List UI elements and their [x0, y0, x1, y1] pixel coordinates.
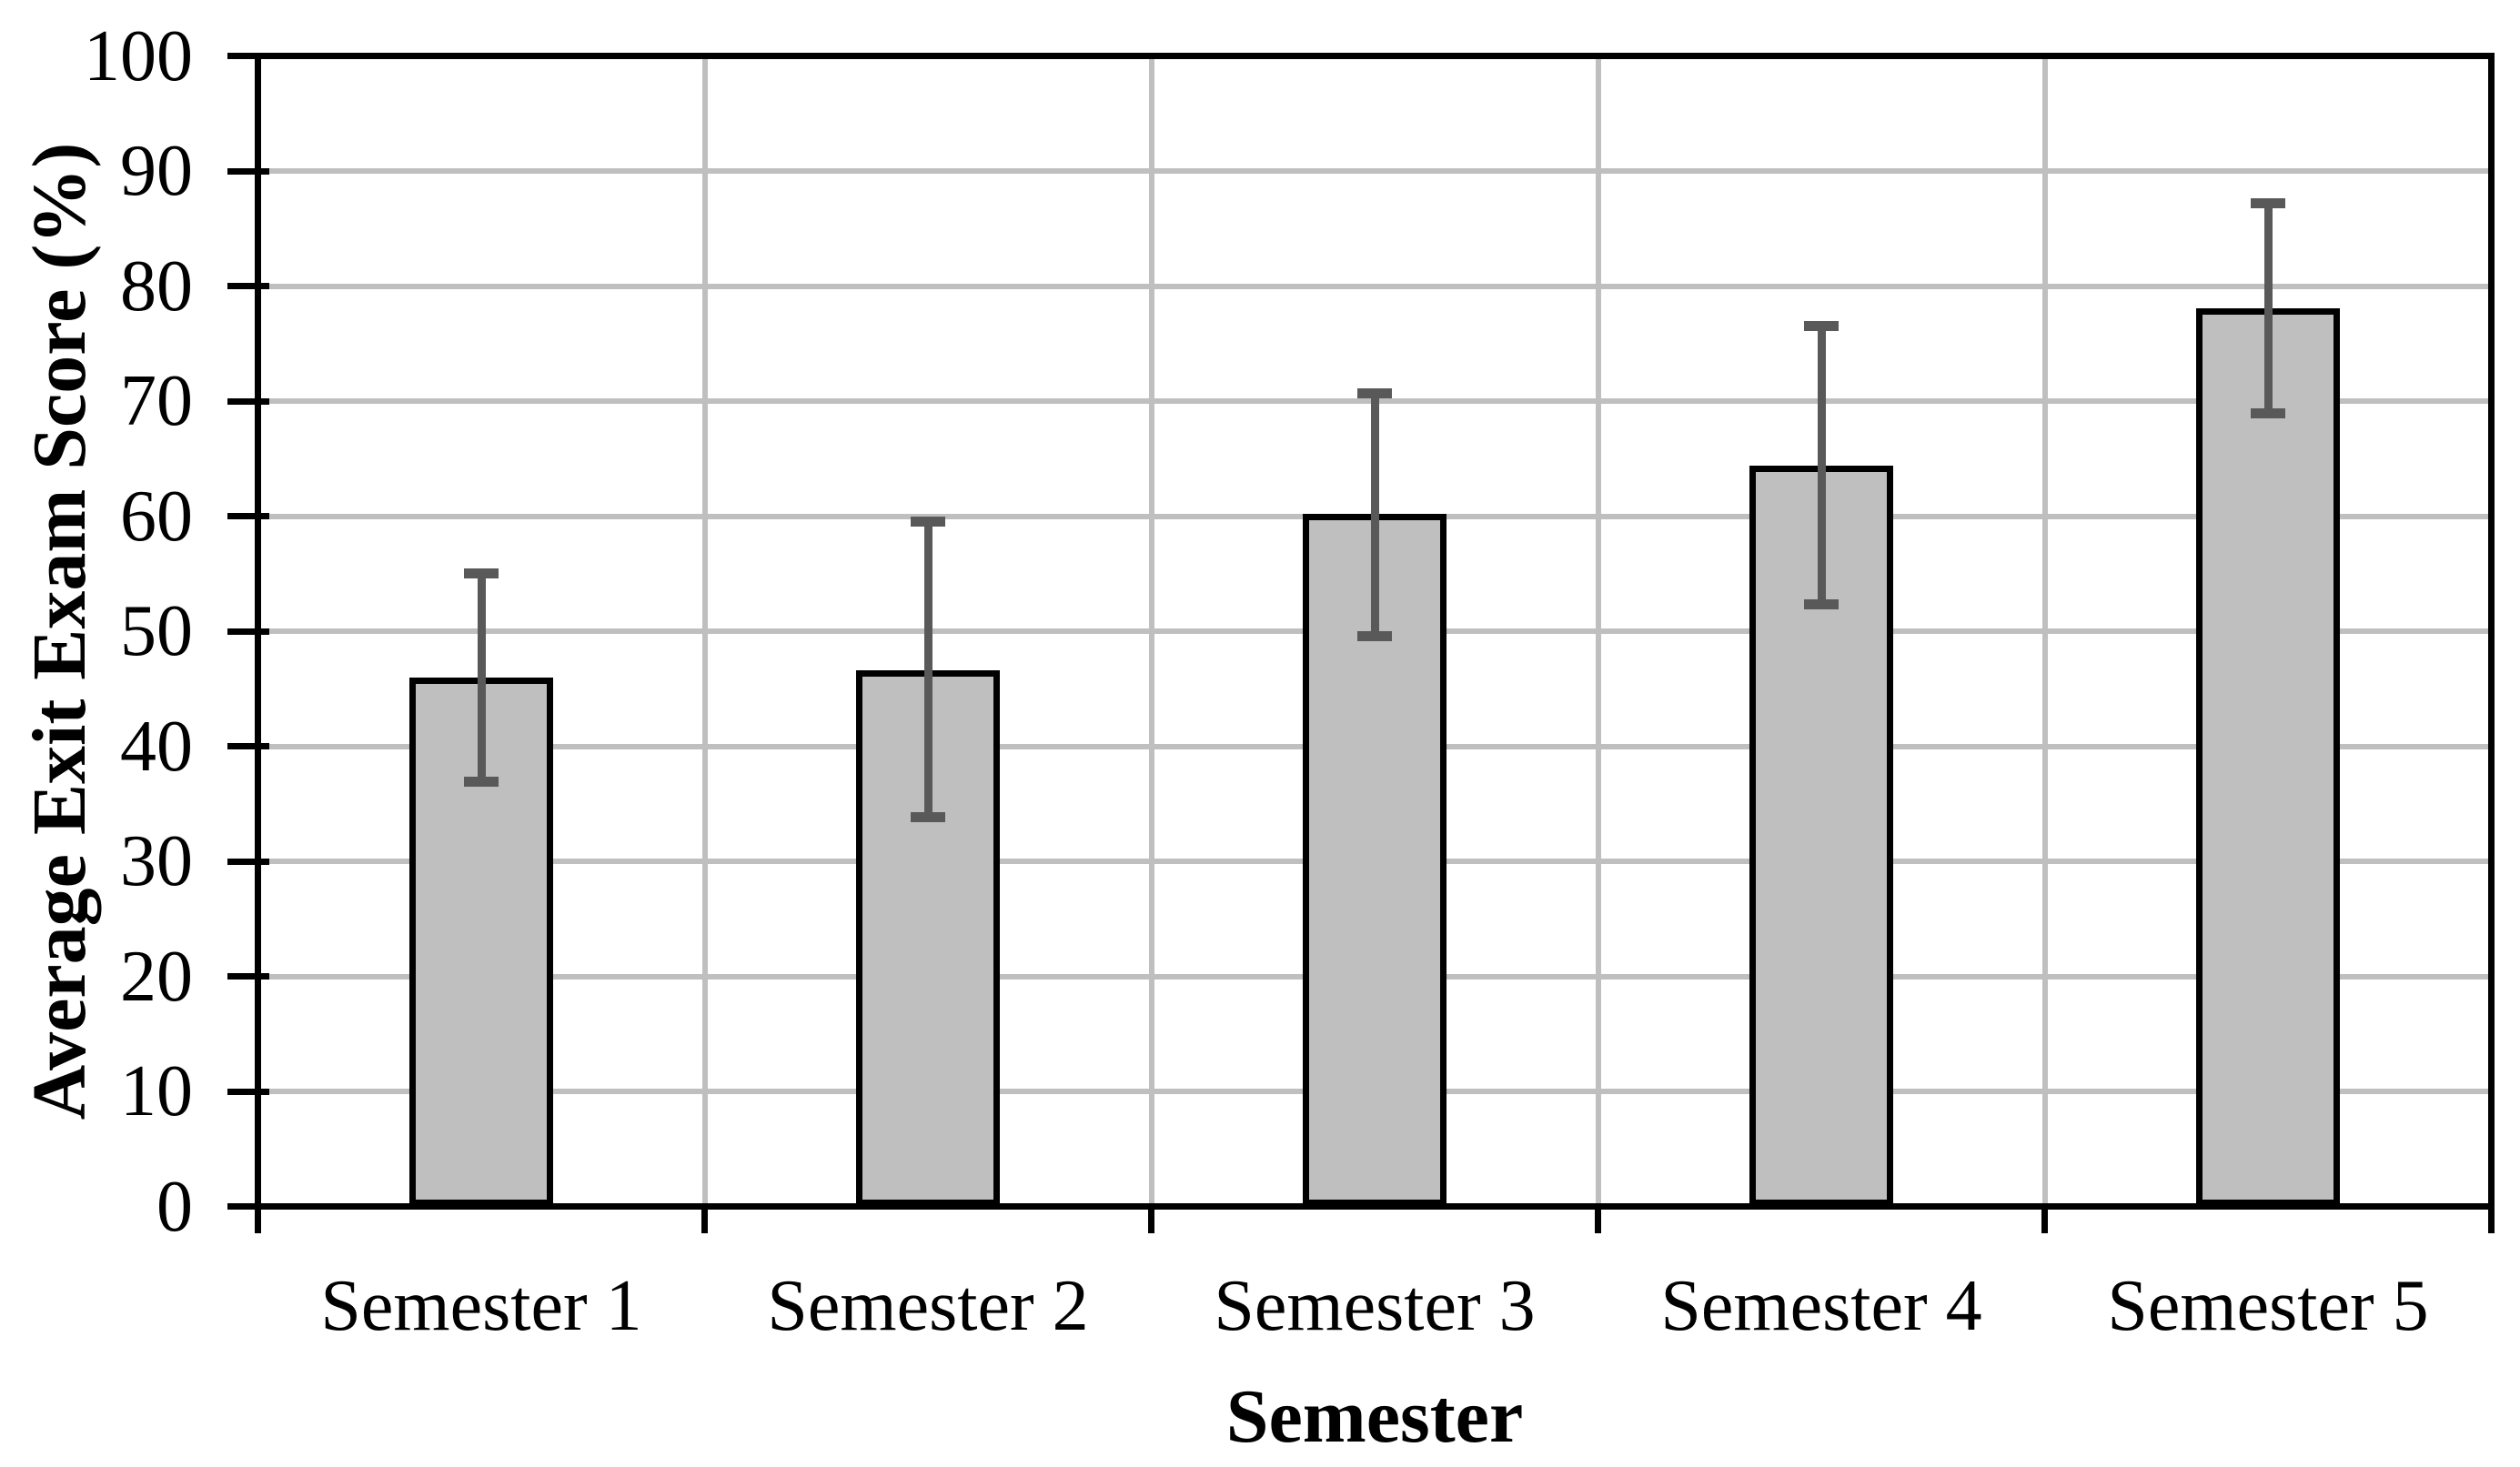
y-tick-label: 0 — [156, 1166, 193, 1247]
x-category-label: Semester 1 — [320, 1266, 642, 1346]
x-category-label: Semester 3 — [1214, 1266, 1536, 1346]
y-tick-mark — [227, 1203, 269, 1210]
v-gridline — [1148, 59, 1154, 1203]
x-tick-mark — [1148, 1206, 1154, 1233]
error-bar-cap-bottom — [1357, 630, 1392, 641]
v-gridline — [1595, 59, 1601, 1203]
error-bar-cap-bottom — [464, 777, 499, 788]
h-gridline — [261, 283, 2488, 289]
y-tick-label: 90 — [120, 131, 193, 211]
y-tick-label: 40 — [120, 706, 193, 787]
h-gridline — [261, 168, 2488, 174]
x-axis-title: Semester — [1225, 1374, 1524, 1459]
x-category-label: Semester 4 — [1660, 1266, 1982, 1346]
y-tick-mark — [227, 53, 269, 59]
x-tick-mark — [255, 1206, 261, 1233]
x-tick-mark — [2041, 1206, 2048, 1233]
y-tick-label: 50 — [120, 591, 193, 671]
y-tick-mark — [227, 628, 269, 635]
error-bar-cap-bottom — [1804, 599, 1839, 610]
y-tick-label: 30 — [120, 821, 193, 901]
error-bar-cap-top — [1804, 321, 1839, 332]
y-tick-label: 70 — [120, 361, 193, 441]
y-tick-mark — [227, 973, 269, 980]
y-tick-mark — [227, 858, 269, 865]
error-bar-cap-top — [911, 517, 945, 528]
y-axis-title: Average Exit Exam Score (%) — [16, 142, 102, 1120]
y-tick-label: 10 — [120, 1051, 193, 1131]
v-gridline — [2041, 59, 2048, 1203]
y-tick-mark — [227, 167, 269, 175]
error-bar-cap-bottom — [911, 812, 945, 823]
x-tick-mark — [1595, 1206, 1601, 1233]
x-tick-mark — [701, 1206, 708, 1233]
error-bar-cap-bottom — [2251, 408, 2285, 419]
error-bar-cap-top — [464, 568, 499, 579]
error-bar-cap-top — [2251, 197, 2285, 208]
error-bar-cap-top — [1357, 387, 1392, 398]
x-tick-mark — [2488, 1206, 2495, 1233]
x-category-label: Semester 5 — [2107, 1266, 2429, 1346]
v-gridline — [701, 59, 708, 1203]
y-tick-mark — [227, 513, 269, 519]
y-tick-label: 60 — [120, 476, 193, 557]
error-bar — [1370, 393, 1379, 637]
error-bar — [1817, 326, 1826, 605]
y-tick-mark — [227, 1088, 269, 1095]
error-bar — [477, 573, 486, 782]
y-tick-label: 20 — [120, 936, 193, 1017]
x-category-label: Semester 2 — [767, 1266, 1089, 1346]
error-bar — [2263, 203, 2273, 414]
y-tick-label: 100 — [84, 15, 193, 96]
y-tick-mark — [227, 743, 269, 749]
y-tick-mark — [227, 397, 269, 405]
bar-semester-5 — [2196, 307, 2340, 1206]
error-bar — [923, 521, 932, 818]
y-tick-mark — [227, 283, 269, 289]
y-tick-label: 80 — [120, 246, 193, 327]
